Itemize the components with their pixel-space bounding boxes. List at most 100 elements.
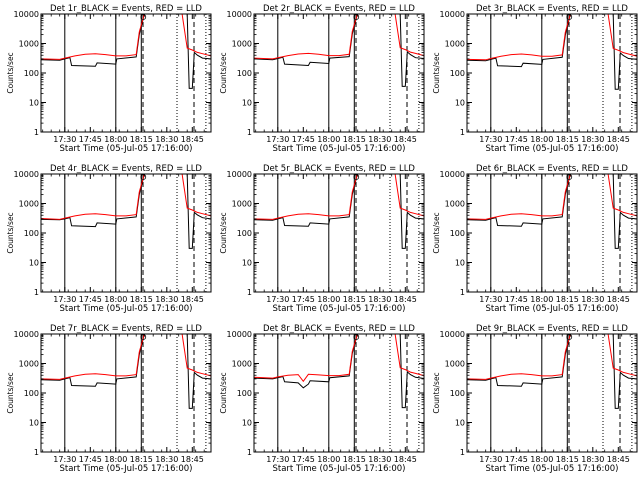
x-axis-label: Start Time (05-Jul-05 17:16:00): [486, 464, 619, 474]
x-tick-label: 17:45: [292, 295, 315, 304]
x-tick-label: 18:00: [317, 295, 340, 304]
panel-title: Det 3r_BLACK = Events, RED = LLD: [476, 4, 628, 14]
x-tick-label: 18:45: [394, 295, 417, 304]
x-tick-label: 18:30: [155, 135, 178, 144]
x-axis-label: Start Time (05-Jul-05 17:16:00): [273, 144, 406, 154]
y-tick-label: 100: [450, 229, 465, 238]
events-series-line: [254, 334, 424, 409]
x-tick-label: 17:30: [479, 295, 502, 304]
plot-frame: [466, 173, 638, 293]
y-tick-label: 10: [242, 259, 252, 268]
plot-area: [41, 174, 211, 292]
panel-title: Det 4r_BLACK = Events, RED = LLD: [50, 164, 202, 174]
events-series-line: [41, 334, 211, 409]
x-axis-label: Start Time (05-Jul-05 17:16:00): [486, 304, 619, 314]
y-tick-label: 10000: [227, 330, 252, 339]
y-tick-label: 1: [460, 448, 465, 457]
y-tick-label: 1000: [232, 360, 252, 369]
x-axis-label: Start Time (05-Jul-05 17:16:00): [60, 144, 193, 154]
lld-series-line: [467, 14, 637, 61]
panel-title: Det 2r_BLACK = Events, RED = LLD: [263, 4, 415, 14]
x-tick-label: 18:30: [368, 295, 391, 304]
detector-panel-9: Det 9r_BLACK = Events, RED = LLD 1 10 100 10…: [432, 324, 638, 474]
x-axis-label: Start Time (05-Jul-05 17:16:00): [60, 304, 193, 314]
lld-series-line: [254, 14, 424, 60]
y-tick-label: 10: [29, 99, 39, 108]
y-tick-label: 1: [247, 128, 252, 137]
x-tick-label: 18:30: [581, 455, 604, 464]
x-tick-label: 17:45: [79, 135, 102, 144]
y-tick-label: 10000: [440, 330, 465, 339]
x-tick-label: 17:45: [292, 135, 315, 144]
plot-area: [41, 334, 211, 452]
x-tick-label: 18:15: [130, 295, 153, 304]
panel-title: Det 7r_BLACK = Events, RED = LLD: [50, 324, 202, 334]
plot-frame: [40, 333, 212, 453]
x-tick-label: 18:00: [530, 455, 553, 464]
y-tick-label: 100: [24, 229, 39, 238]
events-series-line: [467, 334, 637, 409]
plot-frame: [466, 333, 638, 453]
x-tick-label: 18:00: [104, 455, 127, 464]
events-series-line: [41, 174, 211, 249]
x-axis-label: Start Time (05-Jul-05 17:16:00): [60, 464, 193, 474]
y-tick-label: 1000: [19, 360, 39, 369]
y-tick-label: 1000: [445, 200, 465, 209]
x-tick-label: 17:45: [505, 455, 528, 464]
detector-panel-7: Det 7r_BLACK = Events, RED = LLD 1 10 100 10…: [6, 324, 212, 474]
y-tick-label: 1: [247, 288, 252, 297]
x-tick-label: 17:30: [266, 135, 289, 144]
y-tick-label: 1: [34, 448, 39, 457]
x-axis-label: Start Time (05-Jul-05 17:16:00): [273, 304, 406, 314]
y-tick-label: 10: [455, 419, 465, 428]
y-tick-label: 10000: [227, 170, 252, 179]
x-tick-label: 18:15: [130, 135, 153, 144]
x-tick-label: 18:30: [155, 295, 178, 304]
y-tick-label: 1000: [445, 360, 465, 369]
panel-title: Det 6r_BLACK = Events, RED = LLD: [476, 164, 628, 174]
detector-panel-2: Det 2r_BLACK = Events, RED = LLD 1 10 100 10…: [219, 4, 425, 154]
x-tick-label: 18:45: [181, 455, 204, 464]
y-tick-label: 1: [34, 288, 39, 297]
panel-title: Det 1r_BLACK = Events, RED = LLD: [50, 4, 202, 14]
y-tick-label: 100: [24, 69, 39, 78]
x-axis-label: Start Time (05-Jul-05 17:16:00): [486, 144, 619, 154]
plot-frame: [253, 333, 425, 453]
x-tick-label: 18:15: [556, 455, 579, 464]
y-tick-label: 100: [24, 389, 39, 398]
y-axis-label: Counts/sec: [219, 52, 228, 93]
y-tick-label: 100: [237, 229, 252, 238]
x-axis-label: Start Time (05-Jul-05 17:16:00): [273, 464, 406, 474]
x-tick-label: 17:30: [53, 295, 76, 304]
y-tick-label: 10: [29, 419, 39, 428]
plot-frame: [253, 13, 425, 133]
x-tick-label: 17:30: [53, 455, 76, 464]
x-tick-label: 18:00: [317, 135, 340, 144]
y-tick-label: 10000: [440, 170, 465, 179]
plot-frame: [253, 173, 425, 293]
y-tick-label: 100: [237, 69, 252, 78]
y-axis-label: Counts/sec: [432, 372, 441, 413]
x-tick-label: 18:45: [607, 135, 630, 144]
lld-series-line: [41, 14, 211, 60]
plot-area: [254, 334, 424, 452]
x-tick-label: 18:30: [368, 455, 391, 464]
y-axis-label: Counts/sec: [432, 212, 441, 253]
y-axis-label: Counts/sec: [6, 372, 15, 413]
x-tick-label: 18:30: [581, 135, 604, 144]
y-tick-label: 10000: [440, 10, 465, 19]
y-tick-label: 100: [450, 69, 465, 78]
y-axis-label: Counts/sec: [219, 372, 228, 413]
panel-title: Det 8r_BLACK = Events, RED = LLD: [263, 324, 415, 334]
plot-area: [41, 14, 211, 132]
x-tick-label: 18:15: [556, 295, 579, 304]
plot-area: [254, 14, 424, 132]
x-tick-label: 17:45: [79, 455, 102, 464]
y-tick-label: 10: [455, 99, 465, 108]
x-tick-label: 17:45: [292, 455, 315, 464]
lld-series-line: [254, 334, 424, 383]
y-tick-label: 10: [29, 259, 39, 268]
plot-area: [467, 14, 637, 132]
y-tick-label: 1000: [19, 40, 39, 49]
x-tick-label: 17:30: [479, 455, 502, 464]
